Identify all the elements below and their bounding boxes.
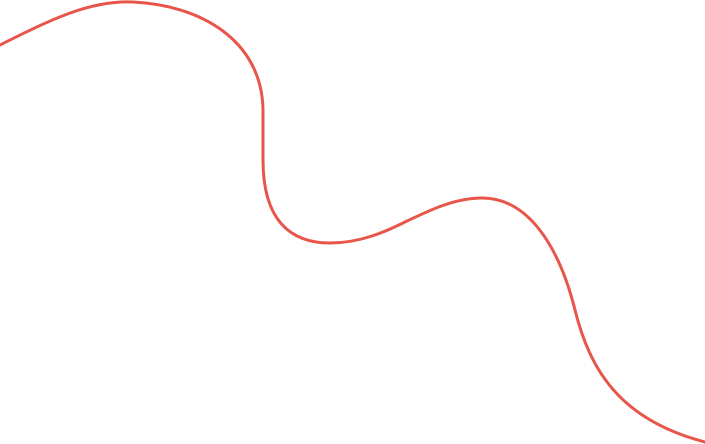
wave-curve — [0, 0, 705, 444]
decorative-wave-canvas — [0, 0, 705, 444]
